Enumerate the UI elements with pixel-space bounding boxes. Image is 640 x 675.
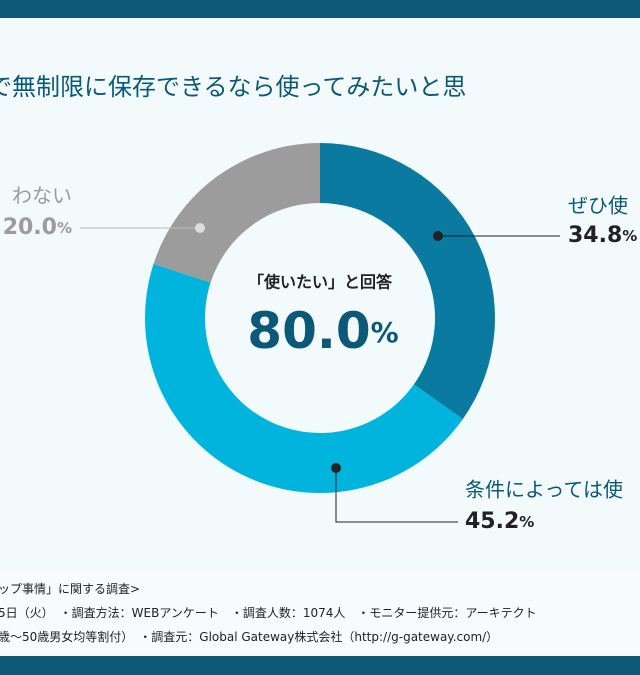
donut-segment: [320, 143, 495, 420]
data-label: 45.2%: [465, 509, 534, 534]
data-label-unit: %: [622, 227, 637, 245]
footnote: 5日（火） ・調査方法：WEBアンケート ・調査人数：1074人 ・モニター提供…: [0, 606, 537, 620]
legend-label: 条件によっては使: [465, 478, 623, 502]
donut-segment: [153, 143, 320, 283]
data-label-value: 45.2: [465, 509, 519, 534]
center-value-number: 80.0: [247, 302, 370, 360]
data-label: 34.8%: [568, 223, 637, 248]
center-value: 80.0%: [247, 302, 398, 360]
center-label: 「使いたい」と回答: [248, 273, 393, 292]
chart-title: で無制限に保存できるなら使ってみたいと思: [0, 73, 466, 101]
legend-label: わない: [12, 184, 72, 208]
center-value-unit: %: [371, 316, 399, 349]
footnote-area: [0, 570, 640, 656]
leader-dot: [195, 223, 205, 233]
donut-segment: [144, 263, 463, 494]
leader-line: [335, 468, 458, 523]
legend-label: ぜひ使: [568, 194, 628, 218]
bottom-bar: [0, 656, 640, 675]
data-label-unit: %: [57, 219, 72, 237]
leader-dot: [433, 231, 443, 241]
footnote: 歳〜50歳男女均等割付） ・調査元：Global Gateway株式会社（htt…: [0, 630, 499, 644]
data-label: 20.0%: [3, 215, 72, 240]
data-label-value: 34.8: [568, 223, 622, 248]
top-bar: [0, 0, 640, 18]
leader-dot: [331, 463, 341, 473]
data-label-value: 20.0: [3, 215, 57, 240]
footnote: ップ事情」に関する調査>: [0, 582, 141, 596]
data-label-unit: %: [519, 513, 534, 531]
